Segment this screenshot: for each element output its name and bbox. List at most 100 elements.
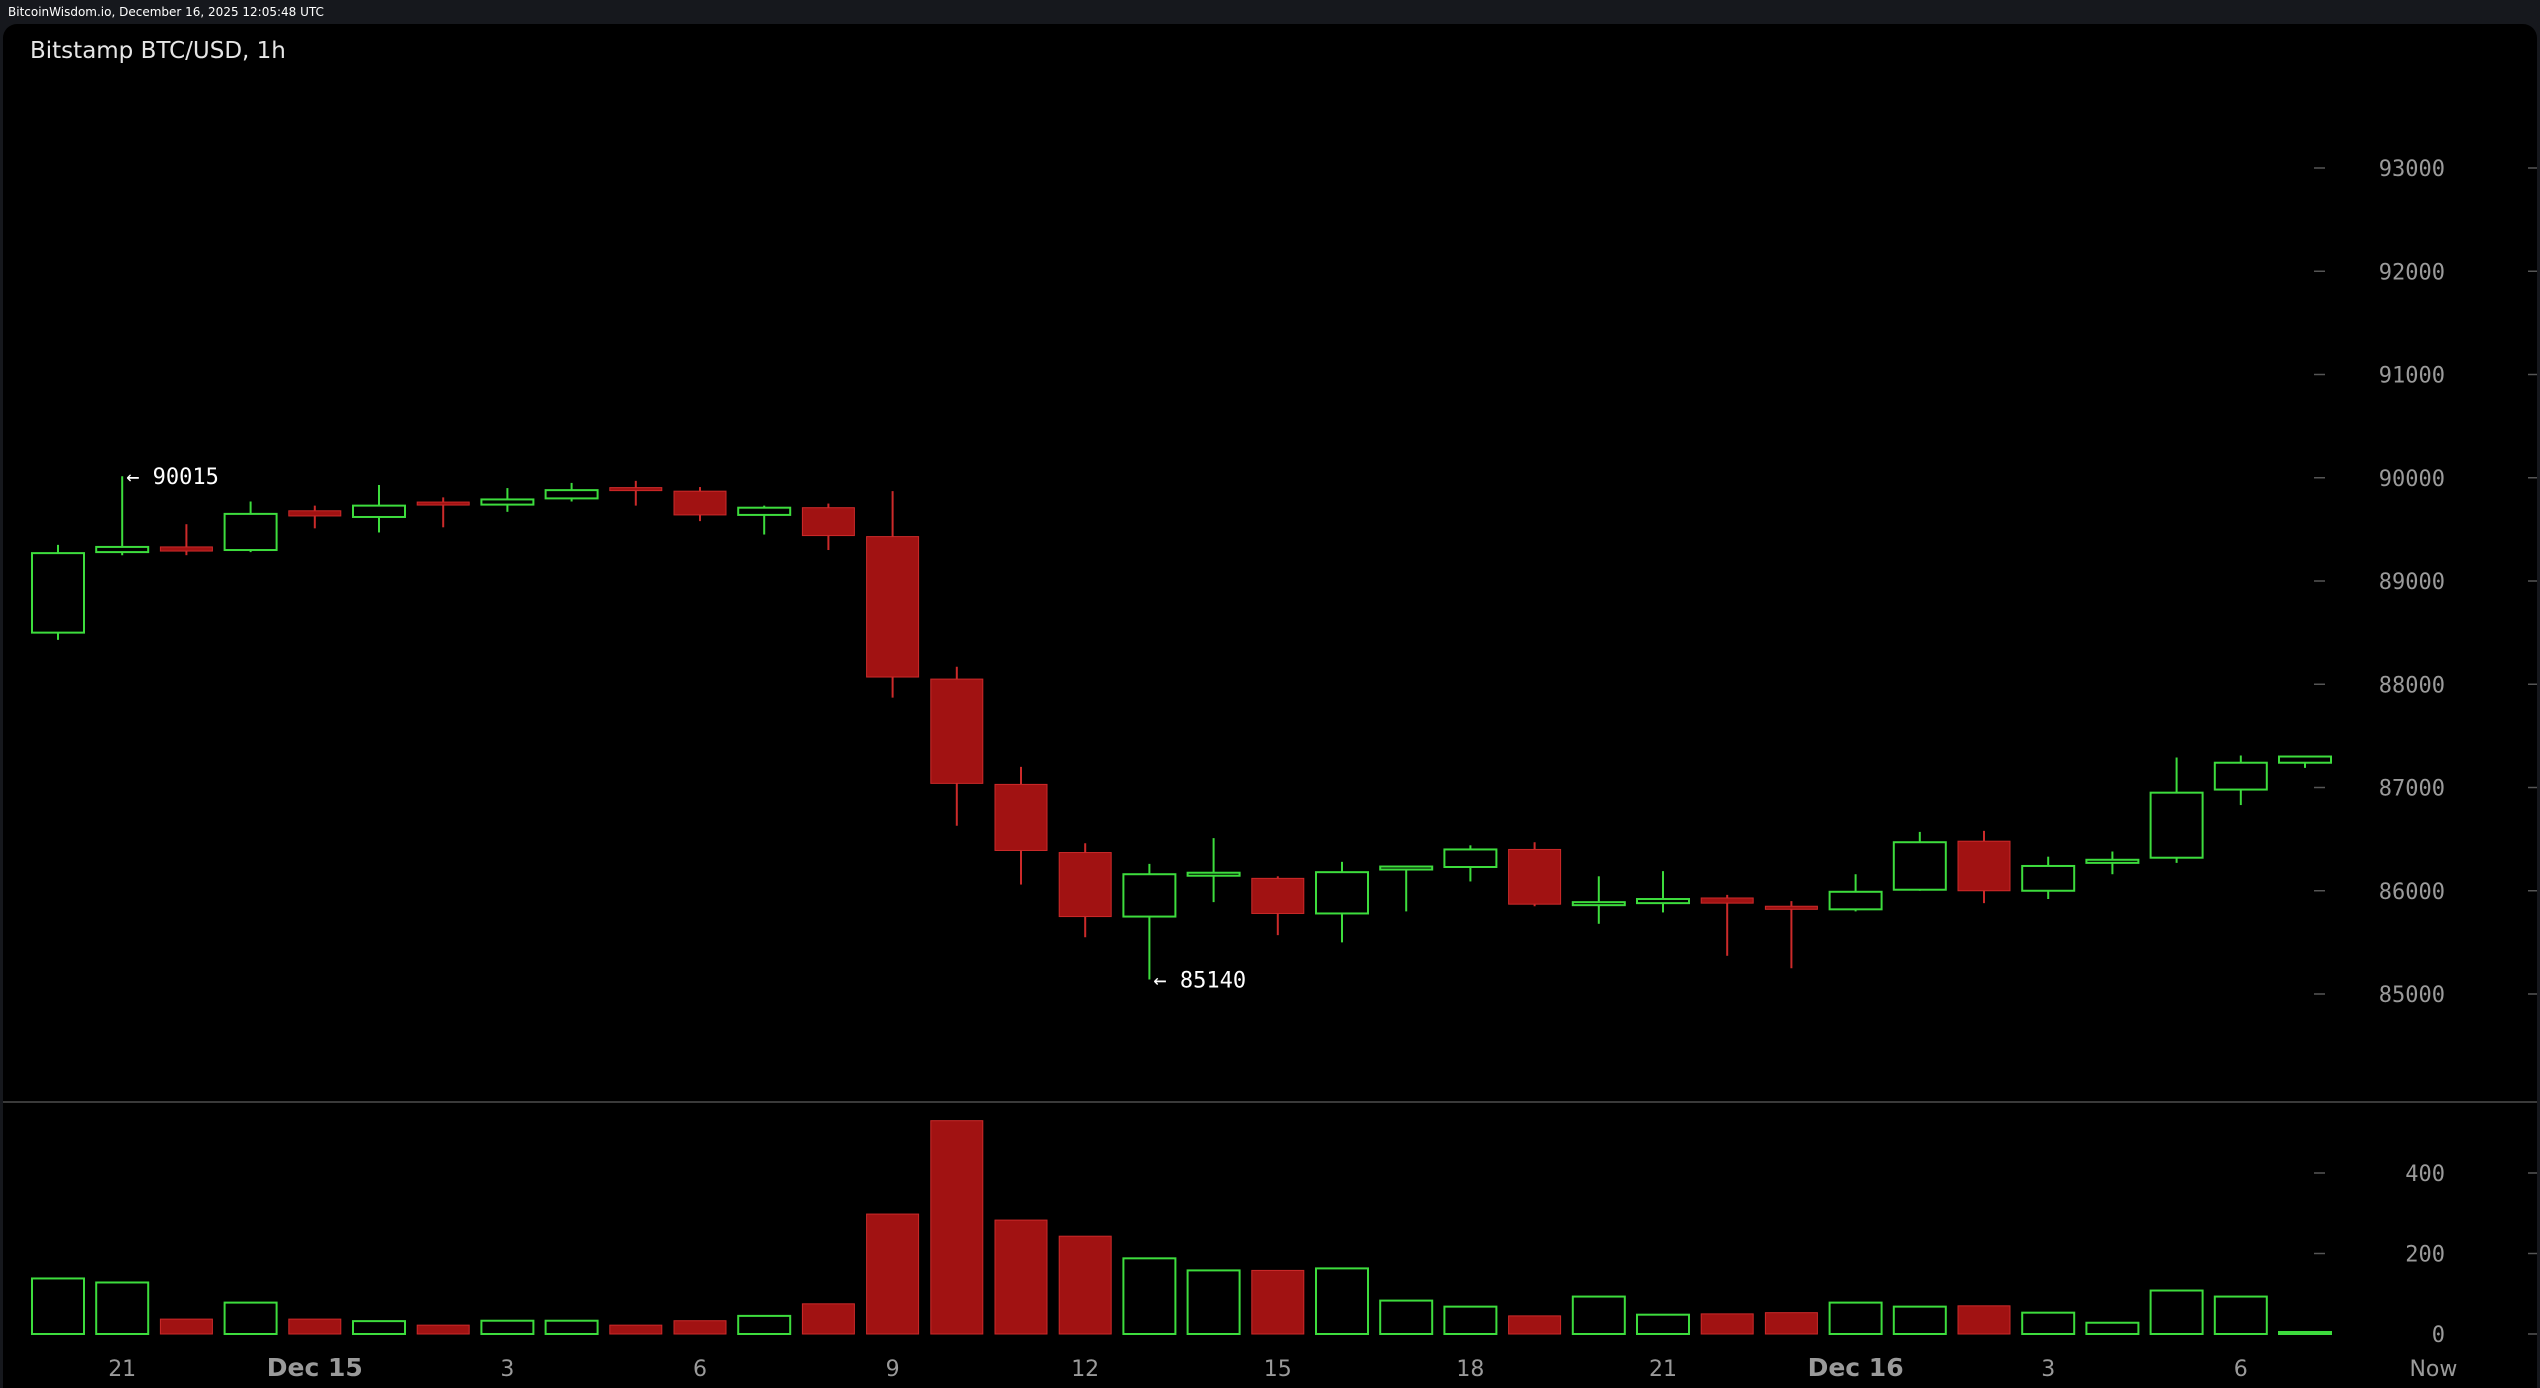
candle xyxy=(544,482,599,502)
volume-bar xyxy=(31,1277,85,1335)
volume-bar xyxy=(801,1303,855,1335)
candle xyxy=(2278,755,2332,768)
candle-body xyxy=(1186,871,1241,877)
candles xyxy=(31,476,2332,980)
timestamp-text: BitcoinWisdom.io, December 16, 2025 12:0… xyxy=(8,5,324,19)
volume-bar xyxy=(2085,1321,2140,1335)
candle xyxy=(801,503,855,551)
candle-body xyxy=(1508,848,1562,905)
candle-body xyxy=(95,545,150,554)
candle-body xyxy=(159,546,213,552)
candle-body xyxy=(1571,901,1626,907)
candle-body xyxy=(1828,890,1883,911)
volume-bar xyxy=(1764,1312,1818,1335)
volume-axis: 0 200 400 xyxy=(2314,1162,2537,1348)
time-axis: 21 Dec 15 3 6 9 12 15 18 21 Dec 16 3 6 Now xyxy=(108,1353,2457,1382)
candle-body xyxy=(1957,840,2011,892)
price-tick-label: 85000 xyxy=(2379,983,2445,1008)
candle-body xyxy=(480,498,535,506)
candle-body xyxy=(737,506,792,516)
candle-body xyxy=(544,489,599,500)
volume-tick-label: 200 xyxy=(2405,1243,2445,1268)
candle xyxy=(2021,856,2076,900)
volume-bar xyxy=(352,1320,406,1335)
candle-body xyxy=(1700,897,1754,904)
candle-body xyxy=(2085,858,2140,864)
volume-bar xyxy=(1636,1313,1690,1336)
candle-body xyxy=(1058,852,1112,918)
time-tick-label: Dec 16 xyxy=(1808,1353,1904,1382)
volume-bar xyxy=(609,1324,663,1335)
candle-body xyxy=(1443,848,1498,869)
price-annotation: ← 85140 xyxy=(1153,969,1246,994)
time-tick-label: 6 xyxy=(693,1357,707,1382)
time-tick-label: 21 xyxy=(1649,1357,1677,1382)
annotations: ← 90015 ← 85140 xyxy=(126,465,1246,993)
candlestick-chart: 8500086000870008800089000900009100092000… xyxy=(3,157,2537,1382)
volume-bar xyxy=(2021,1311,2076,1335)
candle-body xyxy=(801,507,855,537)
candle xyxy=(288,505,342,529)
candle xyxy=(1443,845,1498,882)
candle xyxy=(1186,838,1241,903)
candle xyxy=(1122,863,1177,980)
chart-panel: Bitstamp BTC/USD, 1h 85000 86000 87000 8800… xyxy=(3,24,2537,1388)
candle xyxy=(1379,865,1434,912)
volume-bar xyxy=(2278,1330,2332,1336)
volume-bar xyxy=(1957,1305,2011,1335)
candle-body xyxy=(994,783,1048,851)
volume-bar xyxy=(1058,1235,1112,1335)
volume-bar xyxy=(2149,1289,2204,1336)
candle xyxy=(95,476,150,556)
candle-body xyxy=(866,536,920,678)
volume-bar xyxy=(1571,1295,1626,1336)
candle xyxy=(159,524,213,556)
candle xyxy=(480,488,535,512)
candle-body xyxy=(223,512,278,552)
volume-bar xyxy=(1251,1269,1305,1335)
price-tick-label: 93000 xyxy=(2379,157,2445,182)
volume-bar xyxy=(223,1301,278,1335)
price-tick-label: 88000 xyxy=(2379,673,2445,698)
volume-bar xyxy=(866,1213,920,1335)
volume-bar xyxy=(416,1324,470,1335)
time-tick-label: 15 xyxy=(1264,1357,1292,1382)
candle xyxy=(930,666,984,826)
candle-body xyxy=(1636,898,1690,905)
time-tick-label: 3 xyxy=(500,1357,514,1382)
price-tick-label: 91000 xyxy=(2379,364,2445,389)
time-tick-label: 9 xyxy=(886,1357,900,1382)
price-axis: 85000 86000 87000 88000 89000 90000 91000 92000… xyxy=(2314,157,2537,1008)
price-tick-label: 89000 xyxy=(2379,570,2445,595)
price-tick-label: 86000 xyxy=(2379,880,2445,905)
candle xyxy=(673,487,727,522)
info-bar: BitcoinWisdom.io, December 16, 2025 12:0… xyxy=(0,0,2540,24)
candle xyxy=(1251,876,1305,936)
volume-bar xyxy=(1828,1301,1883,1335)
candle-body xyxy=(2278,755,2332,764)
candle xyxy=(994,766,1048,885)
candle-body xyxy=(1892,841,1947,891)
volume-bar xyxy=(1122,1257,1177,1335)
candle-body xyxy=(609,487,663,492)
volume-bar xyxy=(288,1318,342,1335)
candle-body xyxy=(31,552,85,634)
volume-bar xyxy=(1186,1269,1241,1336)
volume-bar xyxy=(1508,1315,1562,1335)
candle-body xyxy=(1122,873,1177,918)
candle-body xyxy=(1315,871,1369,915)
volume-bar xyxy=(480,1319,535,1336)
candle xyxy=(737,505,792,535)
candle xyxy=(1700,894,1754,956)
candle-body xyxy=(673,490,727,516)
volume-bar xyxy=(930,1120,984,1335)
candle xyxy=(1508,842,1562,907)
volume-bar xyxy=(994,1219,1048,1335)
volume-bar xyxy=(95,1281,150,1335)
volume-bar xyxy=(1379,1299,1434,1336)
candle xyxy=(1058,843,1112,938)
candle xyxy=(2213,755,2268,806)
chart-title: Bitstamp BTC/USD, 1h xyxy=(30,38,286,64)
candle-body xyxy=(930,678,984,784)
candle-body xyxy=(352,504,406,518)
